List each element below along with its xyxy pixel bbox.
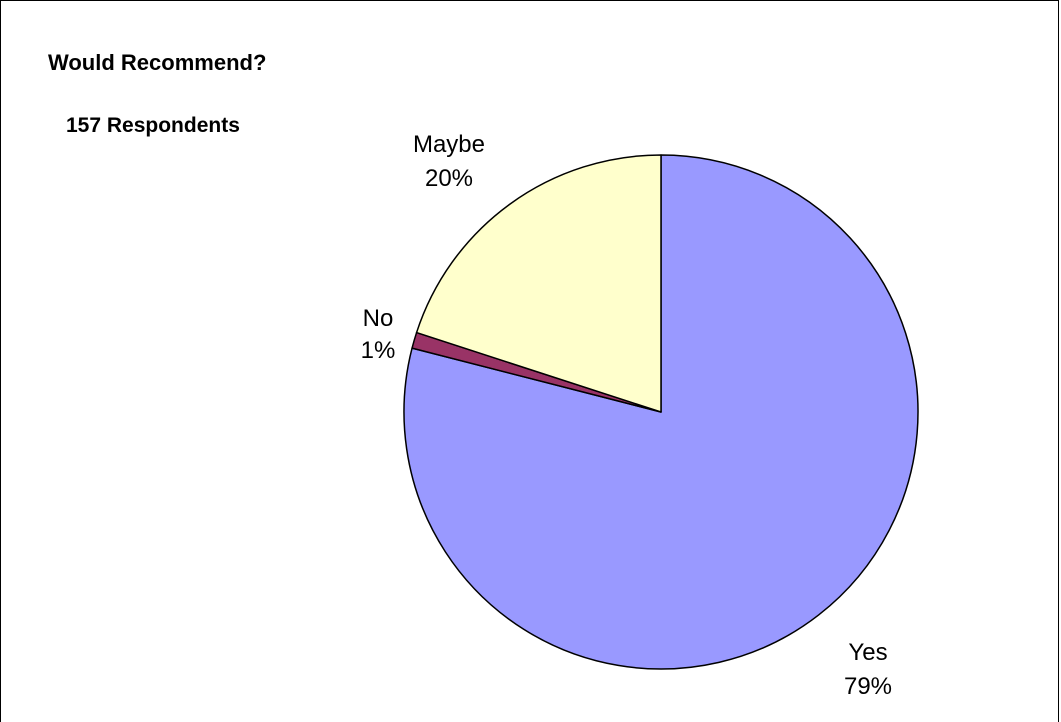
chart-subtitle: 157 Respondents: [66, 114, 240, 137]
slice-label-maybe: Maybe: [413, 131, 485, 158]
slice-label-yes: Yes: [848, 639, 887, 666]
slice-value-label-yes: 79%: [844, 673, 892, 700]
pie-slice-yes: [403, 154, 919, 670]
slice-value-label-no: 1%: [361, 337, 396, 364]
pie-slice-maybe: [415, 154, 662, 413]
slice-value-label-maybe: 20%: [425, 165, 473, 192]
chart-title: Would Recommend?: [48, 50, 267, 75]
slice-label-no: No: [363, 305, 394, 332]
